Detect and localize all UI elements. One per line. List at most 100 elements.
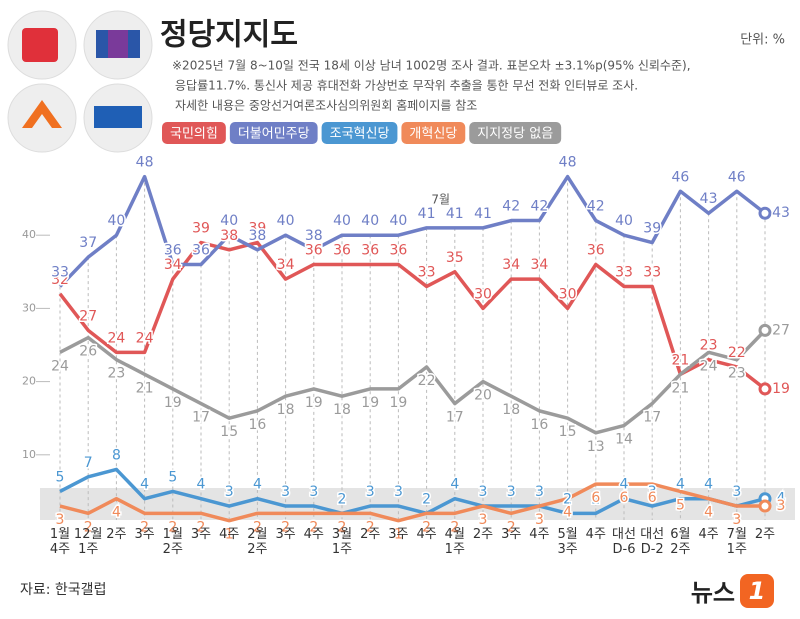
x-tick-label: 1월 2주 — [162, 527, 183, 557]
data-label: 4 — [450, 477, 459, 493]
data-label: 41 — [474, 206, 492, 222]
data-label: 4 — [140, 477, 149, 493]
data-label: 36 — [192, 242, 210, 258]
data-label: 40 — [333, 213, 351, 229]
end-marker — [758, 323, 772, 337]
data-label: 30 — [559, 286, 577, 302]
data-label: 19 — [164, 395, 182, 411]
x-tick-label: 2주 — [106, 527, 127, 542]
data-label: 3 — [366, 484, 375, 500]
legend-item: 지지정당 없음 — [469, 122, 562, 144]
data-label: 48 — [136, 155, 154, 171]
data-label: 3 — [535, 512, 544, 528]
data-label: 38 — [305, 228, 323, 244]
data-label: 2 — [422, 491, 431, 507]
data-label: 19 — [772, 381, 790, 397]
data-label: 40 — [615, 213, 633, 229]
data-label: 40 — [277, 213, 295, 229]
data-label: 2 — [84, 519, 93, 535]
legend-label: 개혁신당 — [409, 127, 457, 142]
data-label: 3 — [225, 484, 234, 500]
data-label: 2 — [140, 519, 149, 535]
legend-swatch — [229, 122, 318, 144]
data-label: 34 — [530, 257, 548, 273]
data-label: 18 — [333, 402, 351, 418]
x-tick-label: 5월 3주 — [557, 527, 578, 557]
data-label: 4 — [563, 505, 572, 521]
legend-item: 개혁신당 — [401, 122, 466, 144]
legend-label: 조국혁신당 — [330, 127, 390, 142]
x-tick-label: 12월 1주 — [73, 527, 103, 557]
x-tick-label: 3주 — [190, 527, 212, 542]
data-label: 23 — [700, 338, 718, 354]
x-tick-label: 4월 1주 — [444, 527, 465, 557]
data-label: 6 — [591, 490, 600, 506]
subtitle: 응답률11.7%. 통신사 제공 휴대전화 가상번호 무작위 추출을 통한 무선… — [175, 79, 638, 93]
source: 자료: 한국갤럽 — [20, 582, 106, 598]
data-label: 39 — [248, 221, 266, 237]
x-tick-label: 7월 1주 — [726, 527, 747, 557]
data-label: 7 — [84, 455, 93, 471]
data-label: 42 — [502, 199, 520, 215]
data-label: 34 — [164, 257, 182, 273]
data-label: 1 — [225, 527, 234, 543]
logo-icon — [94, 106, 142, 128]
data-label: 3 — [479, 512, 488, 528]
data-label: 48 — [559, 155, 577, 171]
data-label: 40 — [107, 213, 125, 229]
x-tick-label: 6월 2주 — [670, 527, 691, 557]
data-label: 17 — [192, 410, 210, 426]
data-label: 36 — [361, 242, 379, 258]
data-label: 32 — [51, 272, 69, 288]
data-label: 3 — [648, 484, 657, 500]
x-tick-label: 4주 — [585, 527, 606, 542]
data-label: 36 — [305, 242, 323, 258]
legend-swatch — [162, 122, 226, 144]
series-line — [59, 329, 767, 435]
data-label: 18 — [502, 402, 520, 418]
data-label: 2 — [450, 519, 459, 535]
data-label: 26 — [79, 344, 97, 360]
logo-mark — [740, 574, 774, 608]
series-line — [59, 482, 765, 523]
x-tick-label: 1월 4주 — [49, 527, 71, 557]
x-tick-label: 2주 — [754, 527, 776, 542]
data-label: 27 — [772, 322, 790, 338]
data-label: 38 — [248, 228, 266, 244]
subtitle: ※2025년 7월 8~10일 전국 18세 이상 남녀 1002명 조사 결과… — [172, 59, 691, 73]
data-label: 23 — [107, 366, 125, 382]
y-tick-label: 10 — [22, 448, 36, 461]
data-label: 39 — [643, 221, 661, 237]
data-label: 15 — [559, 424, 577, 440]
data-label: 42 — [530, 199, 548, 215]
legend-swatch — [321, 122, 398, 144]
data-label: 43 — [700, 191, 718, 207]
data-label: 27 — [79, 308, 97, 324]
x-tick-label: 3주 — [275, 527, 296, 542]
logo-text: 1 — [749, 577, 766, 605]
data-label: 3 — [732, 484, 741, 500]
x-tick-label: 3주 — [388, 527, 409, 542]
data-label: 37 — [79, 235, 97, 251]
legend-item: 조국혁신당 — [321, 122, 398, 144]
data-label: 2 — [563, 491, 572, 507]
subtitle: 자세한 내용은 중앙선거여론조사심의위원회 홈페이지를 참조 — [175, 99, 477, 113]
data-label: 17 — [643, 410, 661, 426]
y-tick-label: 30 — [22, 301, 36, 314]
x-tick-label: 대선 D-2 — [640, 527, 665, 557]
data-label: 21 — [671, 352, 689, 368]
x-tick-label: 3월 1주 — [331, 527, 353, 557]
data-label: 40 — [220, 213, 238, 229]
legend-label: 지지정당 없음 — [477, 127, 553, 142]
data-label: 4 — [704, 477, 713, 493]
legend-label: 국민의힘 — [170, 127, 218, 142]
x-tick-label: 4주 — [219, 527, 240, 542]
data-label: 36 — [389, 242, 407, 258]
logo-icon — [108, 30, 128, 58]
data-label: 21 — [671, 380, 689, 396]
data-label: 17 — [446, 410, 464, 426]
data-label: 4 — [112, 505, 121, 521]
data-label: 3 — [281, 484, 290, 500]
data-label: 2 — [168, 519, 177, 535]
y-tick-label: 20 — [22, 375, 36, 388]
